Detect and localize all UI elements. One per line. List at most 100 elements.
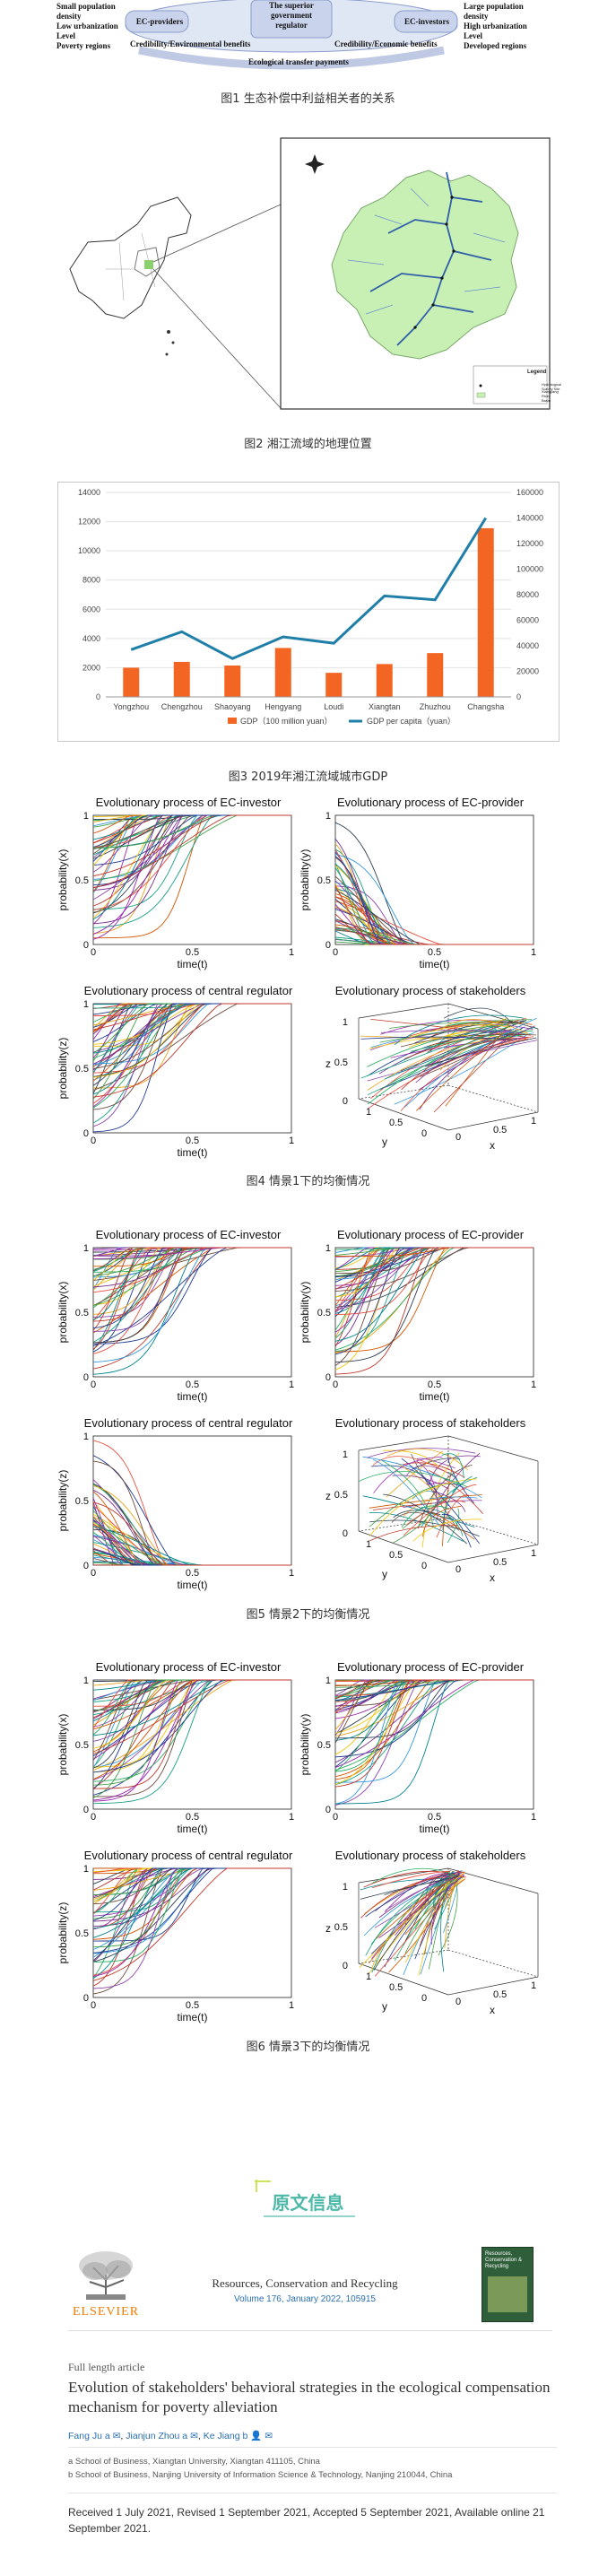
fig1-left-item: density <box>56 12 82 21</box>
publisher-name: ELSEVIER <box>72 2305 140 2319</box>
article-title: Evolution of stakeholders' behavioral st… <box>68 2379 551 2415</box>
y-tick: 0.5 <box>389 1118 403 1128</box>
trajectory-curve <box>92 1679 291 1789</box>
curve-group <box>92 1679 291 1805</box>
x-tick: 1 <box>289 2000 294 2011</box>
journal-name[interactable]: Resources, Conservation and Recycling <box>212 2276 398 2290</box>
y-tick: 0.5 <box>317 875 331 886</box>
panel-title: Evolutionary process of EC-investor <box>96 796 282 809</box>
y-tick: 0 <box>83 940 89 951</box>
trajectory-curve <box>383 1493 467 1545</box>
trajectory-curve <box>406 1500 466 1526</box>
trajectory-curve <box>374 1872 465 1977</box>
author-link[interactable]: Jianjun Zhou a ✉ <box>126 2431 198 2441</box>
evo-panel: Evolutionary process of stakeholders 1 0.5… <box>325 1849 539 2016</box>
fig2-map-svg <box>69 137 551 410</box>
x-tick: 1 <box>289 1568 294 1579</box>
x-tick-label: Hengyang <box>265 702 301 711</box>
3d-box <box>358 1435 539 1563</box>
trajectory-curve <box>360 1878 450 1891</box>
author-link[interactable]: Fang Ju a ✉ <box>68 2431 121 2441</box>
x-tick: 0 <box>455 1997 461 2007</box>
trajectory-curve <box>443 1007 514 1026</box>
trajectory-curve <box>375 1873 464 1940</box>
box-edge <box>447 1084 539 1113</box>
source-heading: 原文信息 <box>272 2192 344 2214</box>
y-axis-label: probability(z) <box>56 1902 69 1964</box>
trajectory-curve <box>436 1494 470 1538</box>
x-axis-label: x <box>490 1139 495 1152</box>
affiliation: b School of Business, Nanjing University… <box>68 2470 453 2480</box>
x-tick: 0 <box>455 1564 461 1575</box>
china-outline <box>69 196 192 356</box>
y-tick: 0.5 <box>75 875 89 886</box>
y-right-tick: 80000 <box>516 590 539 599</box>
gdp-bar <box>325 673 343 697</box>
evo-panel: Evolutionary process of EC-provider 00 0.5… <box>299 796 536 970</box>
trajectory-curve <box>365 1875 455 1956</box>
trajectory-curve <box>373 1878 452 1971</box>
y-tick: 0.5 <box>389 1982 403 1993</box>
x-tick-label: Chengzhou <box>161 702 203 711</box>
trajectory-curve <box>438 1878 458 1956</box>
x-tick: 0 <box>91 2000 96 2011</box>
y-tick: 1 <box>83 1675 89 1686</box>
source-heading-block: 原文信息 <box>0 2180 616 2224</box>
x-tick: 0.5 <box>186 2000 199 2011</box>
trajectory-curve <box>446 1019 533 1027</box>
box-edge <box>358 1962 449 1996</box>
evo-figure-svg: Evolutionary process of EC-investor000.5… <box>56 1228 539 1591</box>
river-network <box>369 171 492 346</box>
trajectory-curve <box>368 1875 458 1975</box>
y-right-tick: 100000 <box>516 565 543 574</box>
evo-panel: Evolutionary process of stakeholders 1 0.5… <box>325 1416 539 1584</box>
fig1-right-item: Developed regions <box>464 41 527 50</box>
trajectory-curve <box>360 1036 512 1040</box>
trajectory-curve <box>372 1456 448 1474</box>
trajectory-curve <box>384 1028 522 1080</box>
panel-title: Evolutionary process of central regulato… <box>84 984 293 997</box>
fig1-left-item: Low urbanization <box>56 22 118 30</box>
x-tick: 0.5 <box>186 1379 199 1390</box>
y-tick: 0.5 <box>75 1496 89 1507</box>
y-tick: 0.5 <box>317 1740 331 1751</box>
evo-caption: 图6 情景3下的均衡情况 <box>246 2041 370 2054</box>
z-tick: 0.5 <box>334 1490 348 1501</box>
fig3-chart: 0 2000 4000 6000 8000 10000 12000 14000 0 20000 40… <box>57 482 560 742</box>
y-axis-label: y <box>382 2000 387 2013</box>
z-axis-label: z <box>325 1057 331 1070</box>
trajectory-curve <box>358 1471 469 1488</box>
trajectory-curve <box>360 1875 466 1919</box>
panel-title: Evolutionary process of EC-provider <box>337 1660 525 1674</box>
journal-volume-link[interactable]: Volume 176, January 2022, 105915 <box>234 2294 376 2304</box>
trajectory-curve <box>432 1491 466 1512</box>
curve-group <box>92 1867 291 1995</box>
x-tick: 1 <box>289 947 294 958</box>
y-tick: 1 <box>325 1243 331 1254</box>
cover-title: Resources, Conservation & Recycling <box>485 2251 523 2269</box>
trajectory-curve <box>362 1456 482 1499</box>
x-tick: 0.5 <box>493 1989 507 2000</box>
y-tick: 1 <box>83 1243 89 1254</box>
y-tick: 0 <box>421 1128 427 1139</box>
fig1-left-list: Small population density Low urbanizatio… <box>56 2 118 51</box>
z-tick: 0.5 <box>334 1922 348 1933</box>
box-edge <box>447 1949 539 1978</box>
box-edge <box>447 1976 539 1996</box>
trajectory-curve <box>92 814 291 889</box>
x-axis-label: time(t) <box>420 1823 450 1835</box>
trajectory-curve <box>394 1014 524 1046</box>
author-link[interactable]: Ke Jiang b 👤 ✉ <box>203 2431 273 2441</box>
trajectory-curve <box>429 1511 475 1540</box>
y-tick: 1 <box>83 999 89 1010</box>
panel-title: Evolutionary process of central regulato… <box>84 1849 293 1862</box>
affiliation: a School of Business, Xiangtan Universit… <box>68 2457 320 2467</box>
evo-panel: Evolutionary process of central regulato… <box>56 1416 294 1591</box>
x-tick: 0.5 <box>186 1568 199 1579</box>
x-tick: 1 <box>531 1812 536 1823</box>
trajectory-curve <box>441 1453 464 1479</box>
y-tick: 0 <box>325 1372 331 1383</box>
y-tick: 1 <box>83 1432 89 1442</box>
received-dates: Received 1 July 2021, Revised 1 Septembe… <box>68 2506 545 2535</box>
x-tick: 0 <box>91 1568 96 1579</box>
